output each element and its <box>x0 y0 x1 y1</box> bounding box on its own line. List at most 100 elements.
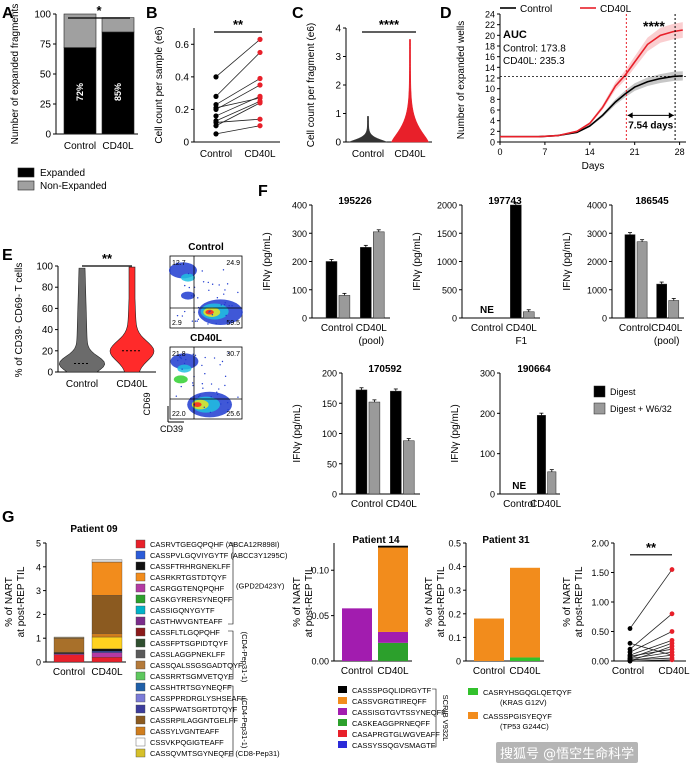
plot-title: 186545 <box>635 196 669 207</box>
panel-letter-b: B <box>146 5 158 22</box>
violin-shape <box>58 267 106 373</box>
y-tick-label: 50 <box>40 70 52 81</box>
y-tick-label: 1500 <box>437 229 457 239</box>
y-tick-label: 0.00 <box>591 657 609 667</box>
legend-swatch <box>17 167 35 178</box>
y-tick-label: 300 <box>292 229 307 239</box>
confidence-band <box>500 71 683 138</box>
bar <box>510 204 522 319</box>
stack-segment <box>91 636 123 650</box>
legend-sublabel: (TP53 G244C) <box>500 722 549 731</box>
scatter-dot <box>208 311 210 313</box>
scatter-dot <box>202 387 204 389</box>
legend-swatch <box>468 712 478 719</box>
legend-swatch <box>135 671 146 681</box>
stack-segment <box>378 547 408 632</box>
scatter-dot <box>181 315 184 317</box>
scatter-dot <box>178 356 181 358</box>
y-axis-label: at post-REP TIL <box>16 566 27 637</box>
x-tick-label: Control <box>321 323 353 334</box>
scatter-dot <box>207 323 209 325</box>
plot-title: Patient 09 <box>70 524 118 535</box>
legend-bracket <box>228 685 234 757</box>
x-tick-label: Control <box>619 323 651 334</box>
pair-line <box>629 569 673 629</box>
legend-bracket-label: (CD4-Pep31-1) <box>240 698 249 749</box>
bar <box>523 311 535 319</box>
pair-line <box>629 659 673 662</box>
legend-swatch <box>593 385 606 398</box>
scatter-dot <box>226 402 229 404</box>
point-cd40l <box>669 629 675 634</box>
y-tick-label: 500 <box>442 285 457 295</box>
legend-swatch <box>135 627 146 637</box>
point-control <box>627 626 633 631</box>
y-tick-label: 100 <box>34 10 51 21</box>
stack-segment <box>91 561 123 596</box>
legend-label: CASSIGQNYGYTF <box>150 606 215 615</box>
scatter-dot <box>191 382 194 384</box>
x-tick-label: Control <box>352 149 384 160</box>
x-tick-label: Control <box>341 666 373 677</box>
legend-sublabel: (KRAS G12V) <box>500 698 547 707</box>
scatter-dot <box>209 310 211 312</box>
y-axis-label: IFNγ (pg/mL) <box>412 232 423 290</box>
panel-letters: A B C D E F G <box>2 5 452 526</box>
legend-label: CASSPPRDRGLYSHSEAFF <box>150 694 246 703</box>
y-tick-label: 0 <box>47 368 53 379</box>
stack-segment <box>510 567 540 658</box>
flow-y-axis-label: CD69 <box>142 392 152 415</box>
stack-segment <box>91 651 123 653</box>
quadrant-value: 30.7 <box>226 351 240 358</box>
y-tick-label: 150 <box>322 399 337 409</box>
pair-line <box>629 651 673 660</box>
scatter-dot <box>196 320 198 322</box>
y-axis-label: IFNγ (pg/mL) <box>292 404 303 462</box>
scatter-dot <box>192 384 194 387</box>
quadrant-value: 21.8 <box>172 351 186 358</box>
legend-label: CASSPVLGQVIYGYTF (ABCC3Y1295C) <box>150 551 288 560</box>
legend-label: CASSYSSQGVSMAGTF <box>352 741 436 750</box>
y-axis-label: % of NART <box>424 577 435 627</box>
y-tick-label: 25 <box>40 100 52 111</box>
x-tick-label: 14 <box>585 147 595 157</box>
scatter-dot <box>180 357 182 360</box>
point-cd40l <box>669 643 675 649</box>
x-tick-label: CD40L <box>102 141 134 152</box>
legend-label: CASTHWVGNTEAFF <box>150 617 223 626</box>
legend-label: CASKEAGGPRNEQFF <box>352 719 430 728</box>
y-tick-label: 0 <box>36 658 41 668</box>
plot-title: Patient 31 <box>482 535 530 546</box>
y-tick-label: 2 <box>36 610 41 620</box>
y-tick-label: 200 <box>480 409 495 419</box>
point-cd40l <box>257 36 263 43</box>
y-tick-label: 50 <box>327 459 337 469</box>
panel-a: 0 25 50 75 100 Number of expanded fragments 72… <box>10 3 138 192</box>
legend-label: CASSRPILAGGNTGELFF <box>150 716 238 725</box>
flow-plot-title: CD40L <box>190 333 222 344</box>
y-tick-label: 6 <box>490 106 495 116</box>
scatter-dot <box>223 293 225 295</box>
density-blob <box>181 273 195 282</box>
x-tick-label: CD40L <box>506 323 538 334</box>
point-control <box>213 131 219 137</box>
pair-line <box>215 52 261 97</box>
legend-swatch <box>135 561 146 571</box>
y-tick-label: 0.50 <box>591 627 609 637</box>
quadrant-value: 2.9 <box>172 320 182 327</box>
y-tick-label: 100 <box>322 429 337 439</box>
scatter-dot <box>224 375 227 378</box>
pair-line <box>629 639 673 656</box>
stack-segment <box>474 618 504 661</box>
pair-line <box>215 39 261 78</box>
scatter-dot <box>192 353 194 356</box>
legend-swatch <box>135 715 146 725</box>
scatter-dot <box>208 289 210 291</box>
pair-line <box>629 645 673 662</box>
scatter-dot <box>218 388 220 390</box>
y-axis-label: Number of expanded fragments <box>10 4 21 145</box>
y-tick-label: 0 <box>302 314 307 324</box>
x-tick-label: Control <box>471 323 503 334</box>
